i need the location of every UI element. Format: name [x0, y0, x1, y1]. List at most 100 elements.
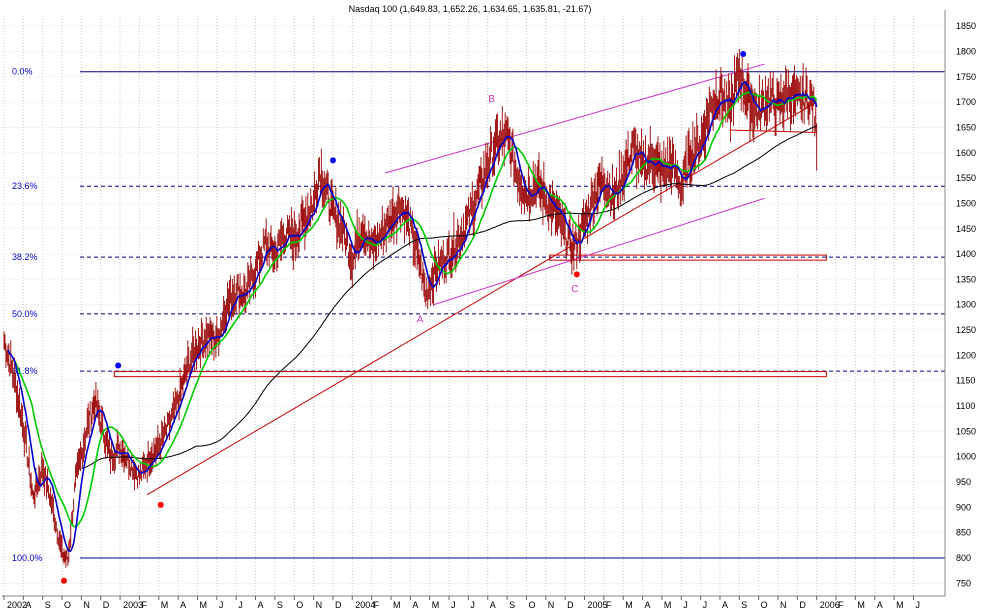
x-tick-label: 2002 — [7, 600, 27, 610]
chart-title: Nasdaq 100 (1,649.83, 1,652.26, 1,634.65… — [349, 4, 592, 14]
signal-dot — [60, 577, 67, 584]
fib-label: 38.2% — [12, 252, 38, 262]
axes: 750 800 850 900 950 1000 1050 1100 1150 1200 1250 1… — [2, 10, 976, 610]
y-tick-label: 1200 — [956, 350, 976, 360]
fibonacci-levels: 0.0% 23.6% 38.2% 50.0% 61.8% 100.0% — [12, 67, 945, 563]
x-tick-label: N — [316, 600, 323, 610]
x-tick-label: 2004 — [355, 600, 375, 610]
x-tick-label: J — [219, 600, 224, 610]
fib-label: 100.0% — [12, 553, 43, 563]
y-tick-label: 800 — [956, 553, 971, 563]
x-tick-label: N — [83, 600, 90, 610]
x-tick-label: D — [103, 600, 110, 610]
x-tick-label: 2006 — [820, 600, 840, 610]
x-tick-label: F — [838, 600, 844, 610]
y-tick-label: 1650 — [956, 122, 976, 132]
x-tick-label: S — [45, 600, 51, 610]
x-tick-label: F — [374, 600, 380, 610]
x-tick-label: A — [722, 600, 728, 610]
x-tick-label: M — [857, 600, 865, 610]
x-tick-label: N — [780, 600, 787, 610]
wave-label: C — [571, 284, 578, 295]
x-tick-label: O — [761, 600, 768, 610]
x-tick-label: A — [645, 600, 651, 610]
trendlines — [146, 63, 817, 496]
fib-label: 23.6% — [12, 181, 38, 191]
y-tick-label: 1800 — [956, 46, 976, 56]
x-tick-label: S — [509, 600, 515, 610]
x-tick-label: M — [432, 600, 440, 610]
x-tick-label: J — [470, 600, 475, 610]
x-tick-label: F — [141, 600, 147, 610]
signal-dot — [740, 50, 747, 57]
trendline — [146, 101, 817, 496]
x-tick-label: 2003 — [123, 600, 143, 610]
y-tick-label: 1300 — [956, 300, 976, 310]
x-tick-label: M — [896, 600, 904, 610]
y-tick-label: 1500 — [956, 198, 976, 208]
support-zones — [113, 254, 827, 378]
y-tick-label: 1600 — [956, 148, 976, 158]
support-zone-rect — [549, 254, 827, 261]
x-tick-label: S — [741, 600, 747, 610]
y-tick-label: 950 — [956, 477, 971, 487]
y-tick-label: 1850 — [956, 21, 976, 31]
signal-dot — [573, 271, 580, 278]
x-tick-label: J — [238, 600, 243, 610]
x-tick-label: O — [528, 600, 535, 610]
x-tick-label: J — [451, 600, 456, 610]
y-tick-label: 1450 — [956, 224, 976, 234]
signal-dot — [115, 362, 122, 369]
x-tick-label: A — [412, 600, 418, 610]
fib-label: 61.8% — [12, 366, 38, 376]
x-tick-label: A — [180, 600, 186, 610]
ma-short-line — [7, 80, 818, 553]
x-tick-label: F — [606, 600, 612, 610]
trendline — [433, 197, 765, 306]
x-tick-label: M — [393, 600, 401, 610]
trendline — [385, 63, 765, 174]
x-tick-label: J — [703, 600, 708, 610]
y-tick-label: 1150 — [956, 376, 975, 386]
x-tick-label: N — [548, 600, 555, 610]
y-tick-label: 1400 — [956, 249, 976, 259]
x-tick-label: D — [567, 600, 574, 610]
x-tick-label: A — [490, 600, 496, 610]
signal-dot — [157, 501, 164, 508]
y-tick-label: 1100 — [956, 401, 975, 411]
x-tick-label: M — [200, 600, 208, 610]
y-tick-label: 1050 — [956, 426, 976, 436]
ma-medium-line — [13, 91, 818, 528]
x-tick-label: O — [296, 600, 303, 610]
wave-label: B — [488, 94, 495, 105]
signal-dot — [329, 157, 336, 164]
price-series — [3, 49, 818, 568]
x-tick-label: M — [625, 600, 633, 610]
y-tick-label: 1750 — [956, 72, 976, 82]
fib-label: 50.0% — [12, 309, 38, 319]
x-tick-label: 2005 — [588, 600, 608, 610]
x-tick-label: D — [799, 600, 806, 610]
x-tick-label: J — [683, 600, 688, 610]
x-tick-label: A — [25, 600, 31, 610]
support-zone-rect — [113, 371, 827, 378]
x-tick-label: A — [258, 600, 264, 610]
y-tick-label: 1350 — [956, 274, 976, 284]
fib-label: 0.0% — [12, 67, 33, 77]
y-tick-label: 900 — [956, 502, 971, 512]
y-tick-label: 850 — [956, 528, 971, 538]
wave-label: A — [417, 314, 424, 325]
x-tick-label: J — [915, 600, 920, 610]
ma-long-line — [81, 125, 817, 469]
x-tick-label: O — [64, 600, 71, 610]
x-tick-label: S — [277, 600, 283, 610]
y-tick-label: 1000 — [956, 452, 976, 462]
y-tick-label: 1250 — [956, 325, 976, 335]
y-tick-label: 1700 — [956, 97, 976, 107]
x-tick-label: M — [664, 600, 672, 610]
x-tick-label: A — [877, 600, 883, 610]
y-tick-label: 750 — [956, 578, 971, 588]
